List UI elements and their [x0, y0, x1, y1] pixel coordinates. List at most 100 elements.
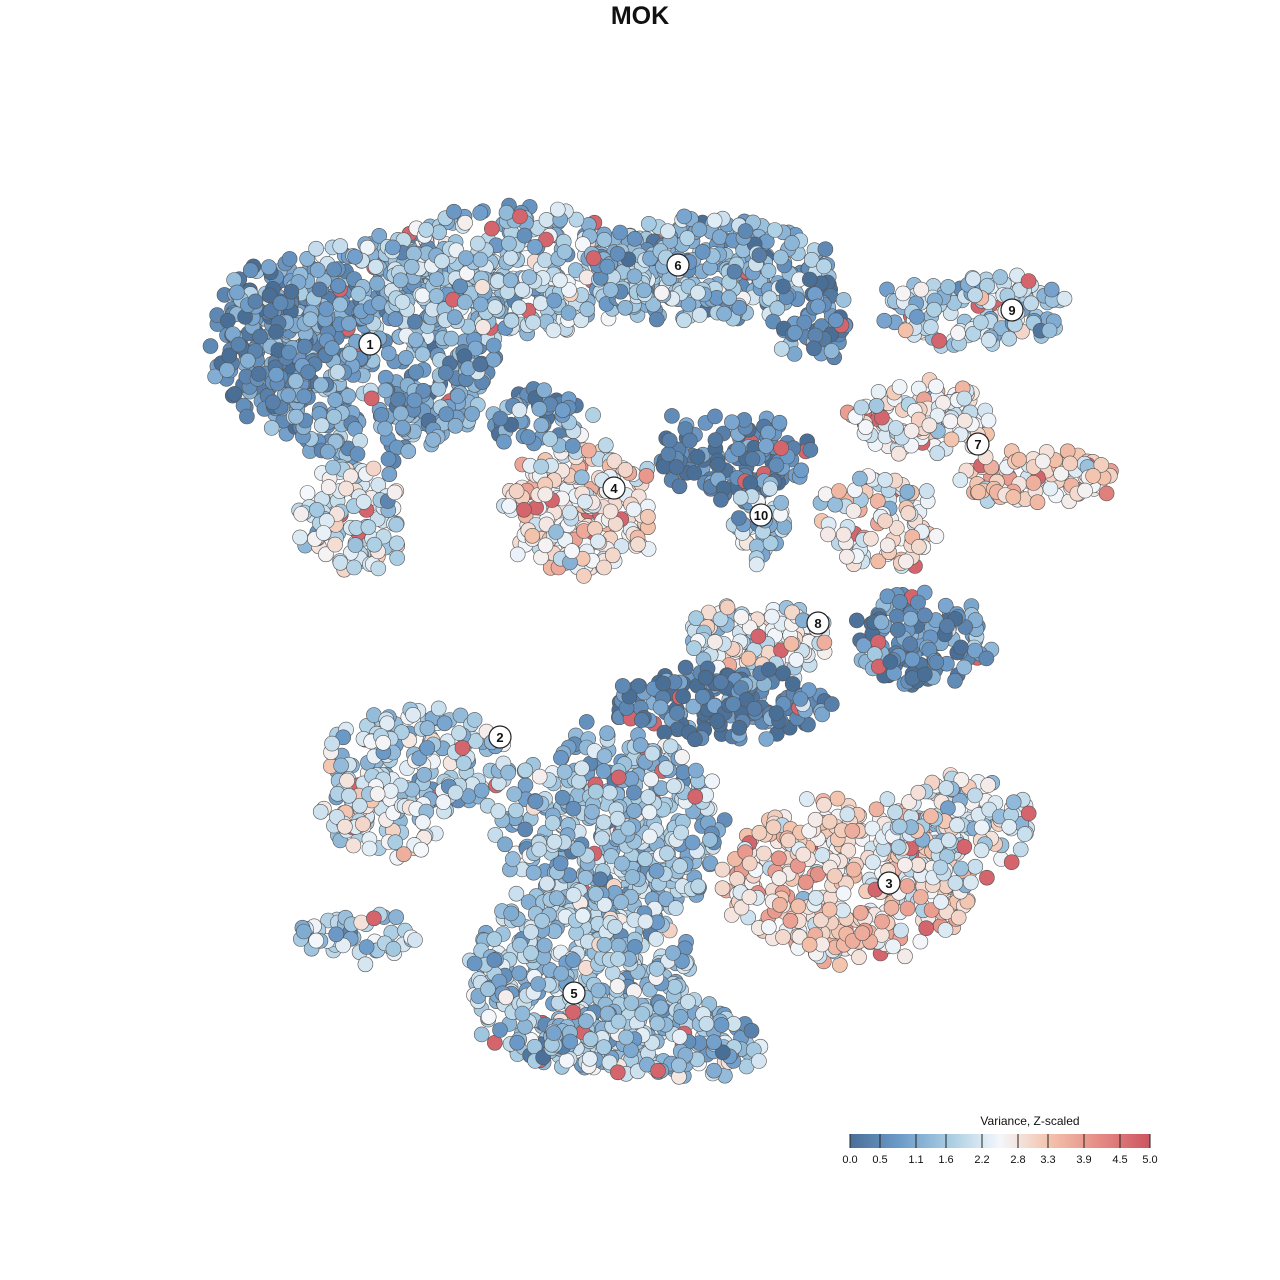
cell-point	[655, 675, 671, 692]
cell-point	[814, 847, 831, 863]
cell-point	[724, 414, 740, 431]
cell-point	[525, 314, 541, 331]
cell-point	[597, 437, 614, 454]
cell-point	[313, 417, 330, 434]
cell-point	[648, 931, 664, 947]
cell-point	[449, 388, 466, 404]
cell-point	[862, 530, 879, 547]
cell-point	[882, 654, 899, 670]
cell-point	[325, 459, 341, 476]
cell-point	[965, 271, 982, 287]
legend-title: Variance, Z-scaled	[980, 1114, 1080, 1128]
cell-point	[773, 494, 790, 511]
cell-point	[816, 258, 832, 275]
cell-point	[370, 477, 387, 493]
cell-point	[879, 537, 896, 554]
cell-point	[390, 391, 406, 408]
cell-point	[604, 965, 621, 981]
cell-point	[398, 349, 414, 366]
cell-point	[355, 494, 372, 510]
cell-point	[730, 441, 747, 457]
cell-point	[726, 263, 743, 280]
cell-point	[677, 659, 694, 676]
cell-point	[667, 900, 684, 916]
cell-point	[956, 412, 973, 429]
cell-point	[553, 965, 570, 982]
cell-point	[614, 855, 630, 872]
cell-point	[403, 258, 420, 275]
cell-point	[407, 313, 423, 330]
cluster-label-3: 3	[877, 871, 901, 895]
cell-point	[900, 505, 917, 522]
cell-point	[761, 661, 777, 678]
cell-point	[637, 913, 654, 930]
cluster-label-8: 8	[806, 611, 830, 635]
cell-point	[369, 275, 385, 292]
cell-point	[650, 1062, 666, 1079]
cell-point	[473, 1026, 490, 1043]
cell-point	[509, 546, 526, 563]
cell-point	[626, 268, 643, 285]
cell-point	[590, 533, 606, 550]
cell-point	[877, 472, 893, 488]
cell-point	[570, 841, 586, 857]
cell-point	[377, 420, 393, 437]
cell-point	[845, 503, 862, 519]
cell-point	[318, 546, 334, 563]
cell-point	[341, 345, 358, 362]
cell-point	[472, 205, 489, 221]
cell-point	[531, 841, 548, 858]
cell-point	[671, 478, 688, 495]
cell-point	[425, 431, 441, 448]
cell-point	[962, 874, 979, 891]
cell-point	[816, 634, 833, 651]
cell-point	[506, 786, 523, 802]
cell-point	[512, 208, 528, 225]
cell-point	[511, 965, 528, 982]
cell-point	[565, 952, 581, 968]
cell-point	[564, 438, 581, 454]
cell-point	[912, 889, 929, 905]
cell-point	[706, 1062, 722, 1079]
cell-point	[653, 285, 670, 301]
cell-point	[634, 1006, 651, 1022]
cell-point	[694, 688, 711, 705]
cell-point	[689, 448, 706, 465]
cell-point	[530, 976, 547, 992]
cell-point	[823, 343, 840, 359]
cell-point	[357, 956, 374, 973]
cell-point	[312, 803, 329, 820]
cell-point	[552, 272, 568, 289]
cell-point	[226, 386, 243, 402]
cell-point	[585, 250, 602, 267]
cell-point	[762, 480, 778, 497]
cell-point	[458, 250, 474, 266]
cell-point	[978, 650, 995, 667]
cell-point	[299, 250, 315, 267]
cell-point	[751, 824, 768, 841]
cell-point	[373, 407, 390, 423]
cell-point	[1056, 290, 1073, 307]
cell-point	[839, 548, 855, 565]
cell-point	[358, 939, 375, 955]
legend-tick-label: 2.2	[974, 1154, 989, 1166]
cell-point	[385, 941, 402, 957]
cell-point	[967, 287, 983, 304]
cell-point	[544, 815, 561, 831]
cell-point	[229, 284, 245, 301]
cell-point	[817, 241, 834, 257]
cell-point	[508, 483, 525, 500]
cell-point	[220, 312, 236, 329]
cell-point	[857, 419, 874, 436]
cell-point	[548, 890, 565, 907]
cell-point	[464, 405, 480, 422]
cell-point	[938, 780, 955, 796]
cell-point	[786, 324, 803, 341]
cell-point	[928, 528, 945, 544]
cell-point	[377, 382, 394, 399]
cell-point	[242, 262, 259, 279]
cell-point	[542, 431, 558, 447]
cell-point	[556, 763, 573, 780]
cell-point	[502, 249, 519, 266]
cluster-label-text: 9	[1008, 303, 1015, 318]
